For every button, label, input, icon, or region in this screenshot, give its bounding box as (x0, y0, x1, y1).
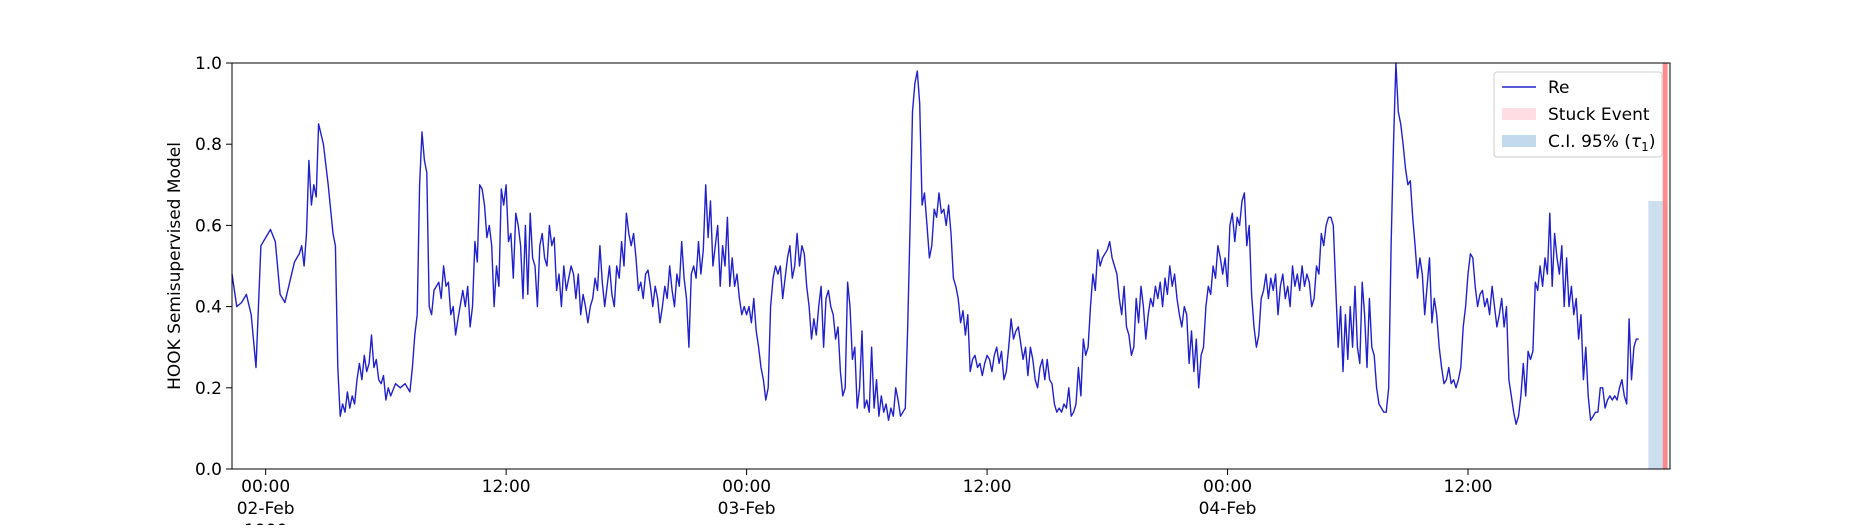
y-tick-label: 0.0 (195, 460, 222, 480)
y-tick-label: 0.8 (195, 135, 222, 155)
plot-area (232, 63, 1670, 469)
x-tick-label: 04-Feb (1199, 499, 1257, 519)
y-tick-label: 0.2 (195, 379, 222, 399)
y-tick-label: 0.6 (195, 216, 222, 236)
chart-series (231, 62, 1639, 425)
y-tick-label: 1.0 (195, 54, 222, 74)
x-tick-label: 00:00 (1203, 477, 1252, 497)
chart-bands (1648, 63, 1668, 470)
x-tick-label: 12:00 (482, 477, 531, 497)
chart-background (232, 63, 1670, 469)
y-tick-label: 0.4 (195, 298, 222, 318)
plot-frame (231, 62, 1671, 470)
chart-legend: Re Stuck Event C.I. 95% (τ1) (1493, 71, 1663, 158)
x-tick-label: 1900 (244, 521, 287, 525)
x-tick-label: 12:00 (1444, 477, 1493, 497)
legend-swatch-patch (1502, 108, 1536, 120)
series-line-0 (231, 62, 1639, 425)
x-tick-label: 02-Feb (237, 499, 295, 519)
x-tick-label: 00:00 (241, 477, 290, 497)
legend-swatch-patch (1502, 135, 1536, 147)
legend-label-ci: C.I. 95% (τ1) (1548, 132, 1655, 154)
y-axis-label: HOOK Semisupervised Model (165, 142, 185, 390)
x-tick-label: 12:00 (963, 477, 1012, 497)
legend-label-stuck: Stuck Event (1548, 105, 1650, 125)
stuck-event-band (1662, 63, 1668, 469)
x-tick-label: 00:00 (722, 477, 771, 497)
chart-axes: 0.00.20.40.60.81.000:0002-Feb190012:0000… (195, 54, 1671, 530)
legend-label-re: Re (1548, 78, 1570, 98)
x-tick-label: 03-Feb (718, 499, 776, 519)
